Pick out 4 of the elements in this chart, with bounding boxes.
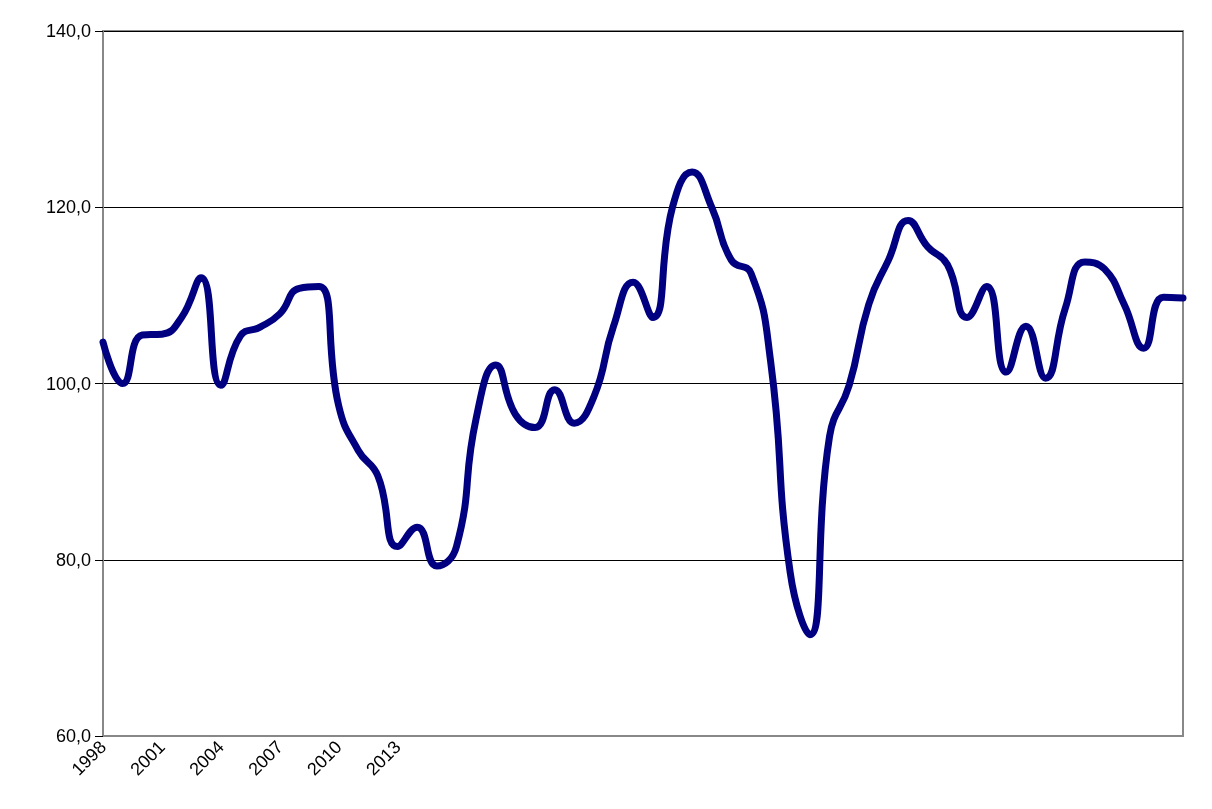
y-tick-label: 100,0 (45, 373, 91, 394)
y-tick-label: 140,0 (45, 21, 91, 41)
y-tick-label: 80,0 (55, 549, 91, 570)
y-tick-label: 120,0 (45, 197, 91, 218)
